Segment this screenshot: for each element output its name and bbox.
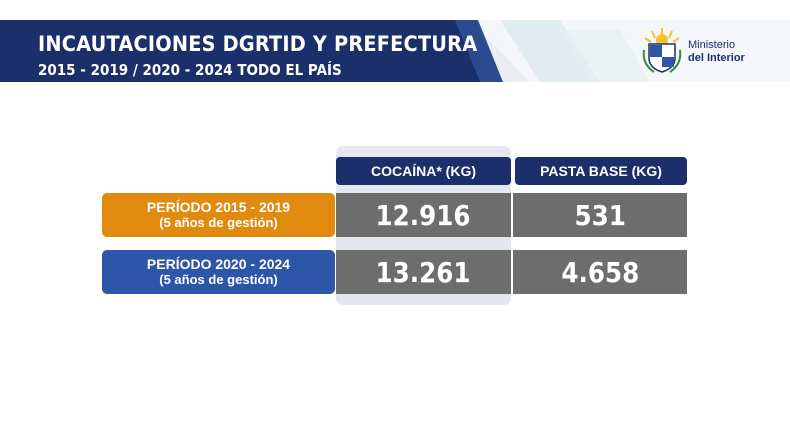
cell-pasta-base-2020-2024: 4.658 (513, 250, 687, 294)
header-banner: INCAUTACIONES DGRTID Y PREFECTURA 2015 -… (0, 20, 790, 82)
row-label-2015-2019: PERÍODO 2015 - 2019 (5 años de gestión) (102, 193, 335, 237)
column-header-cocaina: COCAÍNA* (KG) (336, 157, 511, 185)
uruguay-coat-of-arms-icon (642, 28, 682, 73)
row-note-text: (5 años de gestión) (159, 215, 278, 230)
row-label-2020-2024: PERÍODO 2020 - 2024 (5 años de gestión) (102, 250, 335, 294)
banner-background-shapes (0, 20, 790, 82)
logo-text-del-interior: del Interior (688, 52, 745, 64)
cell-cocaina-2015-2019: 12.916 (336, 193, 511, 237)
cell-cocaina-2020-2024: 13.261 (336, 250, 511, 294)
page-subtitle: 2015 - 2019 / 2020 - 2024 TODO EL PAÍS (38, 61, 342, 79)
column-header-pasta-base: PASTA BASE (KG) (515, 157, 687, 185)
row-note-text: (5 años de gestión) (159, 272, 278, 287)
value-text: 12.916 (375, 198, 472, 232)
ministerio-logo: Ministerio del Interior (640, 26, 760, 76)
value-text: 4.658 (561, 255, 639, 289)
value-text: 531 (574, 198, 626, 232)
logo-text-ministerio: Ministerio (688, 39, 736, 51)
value-text: 13.261 (375, 255, 472, 289)
row-period-text: PERÍODO 2020 - 2024 (146, 256, 291, 272)
cell-pasta-base-2015-2019: 531 (513, 193, 687, 237)
row-period-text: PERÍODO 2015 - 2019 (146, 199, 291, 215)
page-title: INCAUTACIONES DGRTID Y PREFECTURA (38, 32, 478, 56)
